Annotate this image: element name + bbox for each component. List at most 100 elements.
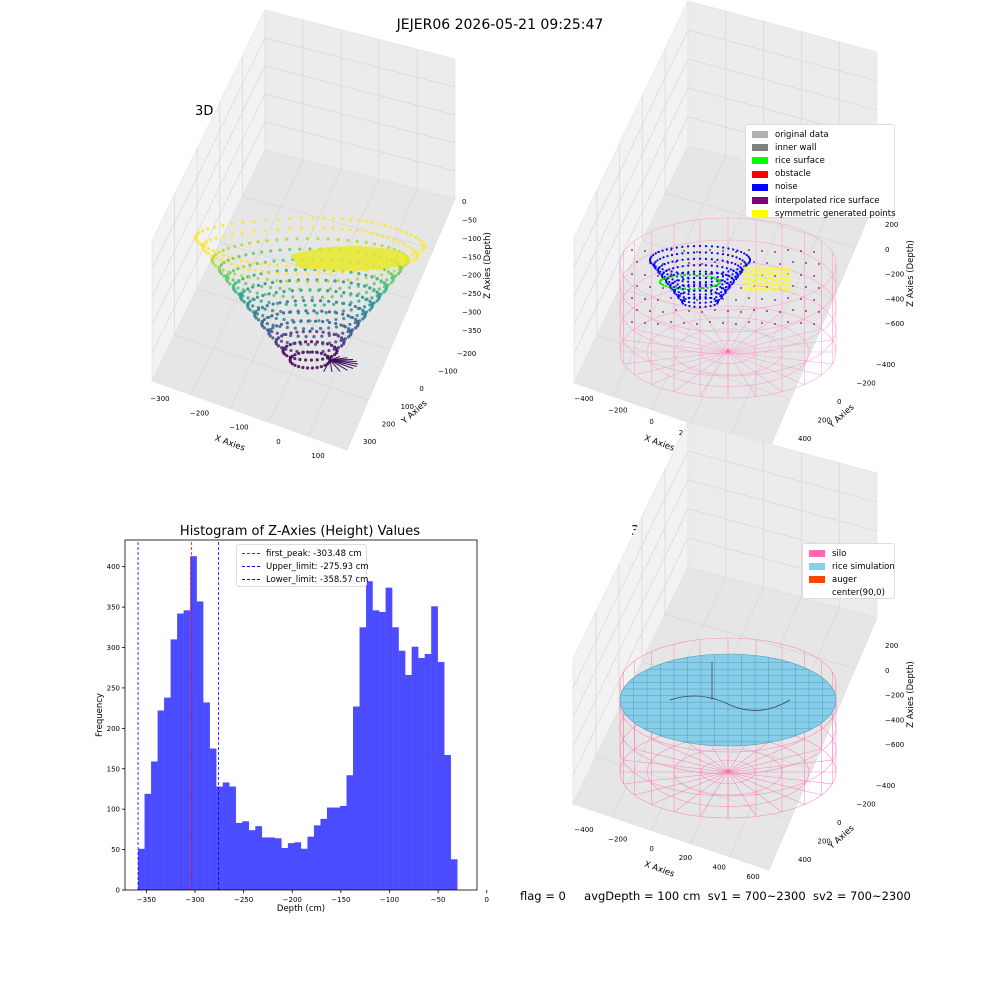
noise-point bbox=[681, 280, 684, 283]
point-cloud-point bbox=[255, 261, 259, 266]
x-tick-label: −300 bbox=[185, 896, 204, 904]
point-cloud-point bbox=[231, 284, 236, 288]
point-cloud-point bbox=[322, 303, 326, 307]
z-tick-label: 200 bbox=[885, 642, 898, 650]
x-axis-label: X Axies bbox=[213, 434, 246, 454]
point-cloud-point bbox=[329, 343, 334, 347]
symmetric-point bbox=[783, 282, 787, 286]
y-tick-label: 200 bbox=[107, 725, 120, 733]
flag-value: flag = 0 bbox=[520, 889, 566, 903]
point-cloud-streak bbox=[329, 359, 333, 373]
noise-point bbox=[716, 258, 719, 261]
point-cloud-point bbox=[301, 365, 305, 370]
point-cloud-point bbox=[323, 353, 327, 357]
noise-point bbox=[677, 287, 680, 290]
noise-point bbox=[736, 276, 739, 279]
noise-point bbox=[724, 273, 728, 276]
gridline bbox=[151, 93, 456, 326]
legend-swatch bbox=[809, 576, 825, 584]
noise-point bbox=[692, 281, 696, 284]
rice-surface-point bbox=[671, 286, 674, 289]
point-cloud-point bbox=[306, 342, 310, 347]
noise-point bbox=[666, 283, 670, 286]
symmetric-point bbox=[743, 266, 747, 270]
point-cloud-point bbox=[415, 251, 420, 255]
point-cloud-point bbox=[338, 286, 342, 290]
symmetric-point bbox=[763, 268, 767, 272]
x-axis-label: Depth (cm) bbox=[277, 904, 325, 914]
noise-point bbox=[675, 271, 678, 274]
interpolated-point bbox=[696, 251, 698, 253]
point-cloud-point bbox=[239, 295, 243, 300]
interpolated-point bbox=[818, 287, 820, 289]
z-tick-label: −600 bbox=[885, 741, 904, 749]
point-cloud-point bbox=[334, 300, 339, 304]
noise-point bbox=[698, 295, 702, 299]
histogram-bar bbox=[359, 627, 367, 890]
interpolated-point bbox=[735, 251, 737, 253]
interpolated-point bbox=[774, 251, 776, 253]
noise-point bbox=[652, 263, 655, 267]
noise-point bbox=[649, 257, 652, 260]
point-cloud-point bbox=[336, 279, 340, 283]
point-cloud-point bbox=[290, 318, 295, 322]
rice-surface-point bbox=[688, 273, 692, 277]
symmetric-point bbox=[779, 281, 783, 285]
point-cloud-point bbox=[275, 301, 279, 306]
interpolated-point bbox=[670, 273, 672, 275]
point-cloud-point bbox=[327, 320, 332, 325]
symmetric-point bbox=[783, 287, 787, 291]
interpolated-point bbox=[792, 285, 794, 287]
point-cloud-point bbox=[267, 263, 271, 267]
symmetric-point bbox=[771, 277, 775, 281]
interpolated-point bbox=[779, 263, 781, 265]
noise-point bbox=[676, 259, 679, 262]
noise-point bbox=[659, 257, 662, 260]
point-cloud-point bbox=[284, 268, 288, 273]
point-cloud-point bbox=[334, 322, 338, 326]
histogram-bar bbox=[450, 859, 458, 890]
noise-point bbox=[676, 279, 679, 282]
noise-point bbox=[721, 279, 724, 282]
point-cloud-point bbox=[251, 304, 255, 308]
point-cloud-point bbox=[256, 283, 261, 287]
interpolated-point bbox=[722, 322, 724, 324]
point-cloud-point bbox=[219, 263, 224, 267]
interpolated-point bbox=[675, 285, 677, 287]
plot-frame bbox=[124, 539, 478, 891]
noise-point bbox=[684, 303, 687, 307]
noise-point bbox=[740, 271, 743, 274]
point-cloud-point bbox=[267, 315, 271, 319]
y-tick-label: 200 bbox=[818, 838, 831, 846]
x-tick-label: −200 bbox=[283, 896, 302, 904]
point-cloud-point bbox=[271, 323, 275, 327]
y-tick-label: 0 bbox=[837, 819, 841, 827]
interpolated-point bbox=[675, 309, 677, 311]
noise-point bbox=[735, 277, 738, 281]
histogram-bar bbox=[242, 821, 249, 890]
noise-point bbox=[747, 255, 750, 258]
noise-point bbox=[716, 302, 719, 305]
histogram-bar bbox=[392, 627, 399, 890]
noise-point bbox=[743, 252, 746, 255]
noise-point bbox=[721, 275, 725, 278]
point-cloud-point bbox=[206, 227, 210, 231]
point-cloud-point bbox=[321, 330, 325, 334]
histogram-bar bbox=[177, 613, 184, 890]
interpolated-point bbox=[631, 249, 633, 251]
point-cloud-point bbox=[285, 344, 289, 348]
noise-point bbox=[693, 283, 696, 286]
symmetric-point bbox=[767, 281, 771, 285]
interpolated-point bbox=[805, 262, 807, 264]
noise-point bbox=[698, 285, 702, 288]
noise-point bbox=[687, 258, 690, 261]
noise-point bbox=[732, 279, 735, 282]
noise-point bbox=[648, 258, 652, 262]
point-cloud-point bbox=[341, 324, 346, 328]
histogram-bar bbox=[411, 646, 419, 890]
point-cloud-point bbox=[284, 302, 288, 306]
symmetric-point bbox=[779, 286, 783, 290]
point-cloud-point bbox=[321, 226, 325, 230]
noise-point bbox=[686, 245, 690, 248]
interpolated-point bbox=[644, 298, 646, 300]
